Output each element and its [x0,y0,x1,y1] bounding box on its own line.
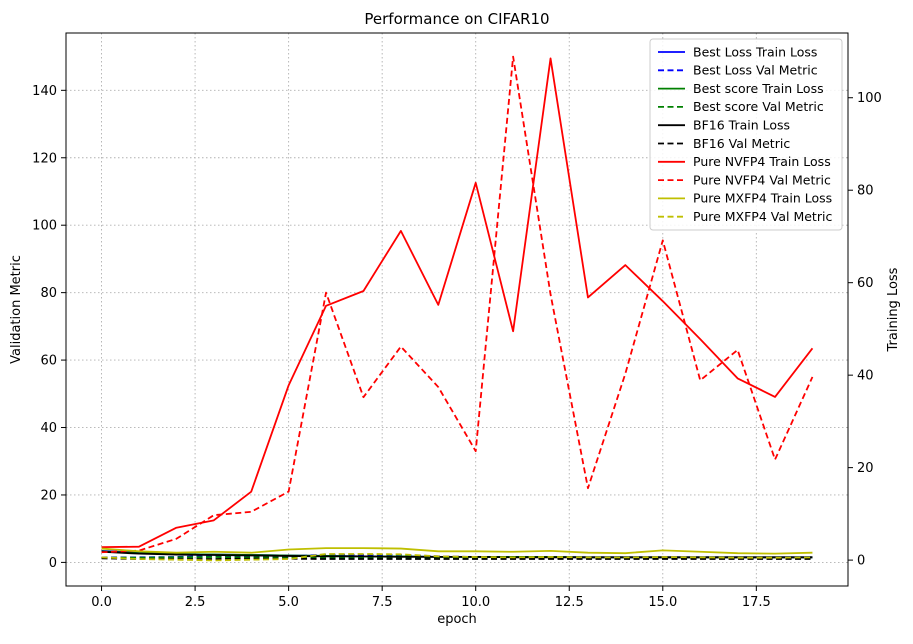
x-tick-label: 7.5 [372,595,393,610]
legend-label: Best Loss Train Loss [693,44,817,59]
y-left-tick-label: 60 [40,354,57,369]
legend-label: BF16 Val Metric [693,136,790,151]
y-left-tick-label: 0 [49,556,57,571]
x-tick-label: 17.5 [742,595,771,610]
y-left-axis-label: Validation Metric [9,255,24,364]
y-right-tick-label: 20 [857,461,874,476]
y-left-tick-label: 20 [40,488,57,503]
y-left-tick-label: 40 [40,421,57,436]
series-line-pure-nvfp4-train-loss [101,57,814,549]
chart-title: Performance on CIFAR10 [364,10,549,28]
legend-label: Pure NVFP4 Train Loss [693,154,831,169]
y-left-tick-label: 100 [32,219,57,234]
y-right-tick-label: 60 [857,276,874,291]
axis-layer: 0.0 2.5 5.0 7.5 10.0 12.5 15.0 17.5 0 20 40 60 80 100… [32,84,882,610]
x-tick-label: 5.0 [278,595,299,610]
legend-label: Pure MXFP4 Val Metric [693,209,832,224]
legend-label: Best Loss Val Metric [693,63,818,78]
legend-label: Best score Val Metric [693,99,824,114]
plot-frame [65,32,849,587]
legend: Best Loss Train Loss Best Loss Val Metric… [649,38,843,231]
y-right-tick-label: 40 [857,369,874,384]
x-tick-label: 12.5 [555,595,584,610]
y-right-tick-label: 0 [857,554,865,569]
legend-label: Pure NVFP4 Val Metric [693,172,831,187]
series-layer [101,55,814,562]
series-line-bf16-val-metric [101,557,813,560]
series-line-pure-mxfp4-train-loss [101,547,813,555]
x-tick-label: 2.5 [185,595,206,610]
y-right-tick-label: 80 [857,184,874,199]
y-right-axis-label: Training Loss [886,267,901,352]
x-axis-label: epoch [437,612,477,627]
y-left-tick-label: 120 [32,151,57,166]
series-line-pure-nvfp4-val-metric [101,55,814,554]
legend-label: BF16 Train Loss [693,118,790,133]
x-tick-label: 15.0 [648,595,677,610]
x-tick-label: 10.0 [461,595,490,610]
x-tick-label: 0.0 [91,595,112,610]
legend-box [649,38,843,231]
legend-label: Best score Train Loss [693,81,824,96]
y-right-tick-label: 100 [857,91,882,106]
y-left-tick-label: 80 [40,286,57,301]
legend-label: Pure MXFP4 Train Loss [693,191,832,206]
y-left-tick-label: 140 [32,84,57,99]
series-line-pure-mxfp4-val-metric [101,553,813,562]
